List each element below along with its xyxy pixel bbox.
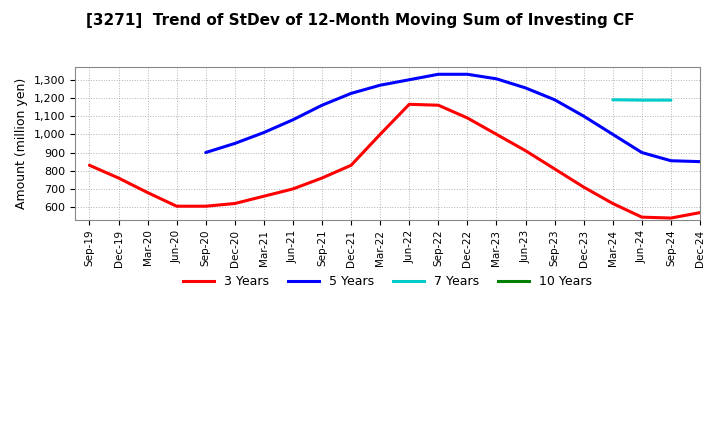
Legend: 3 Years, 5 Years, 7 Years, 10 Years: 3 Years, 5 Years, 7 Years, 10 Years <box>178 270 597 293</box>
Text: [3271]  Trend of StDev of 12-Month Moving Sum of Investing CF: [3271] Trend of StDev of 12-Month Moving… <box>86 13 634 28</box>
Y-axis label: Amount (million yen): Amount (million yen) <box>15 78 28 209</box>
